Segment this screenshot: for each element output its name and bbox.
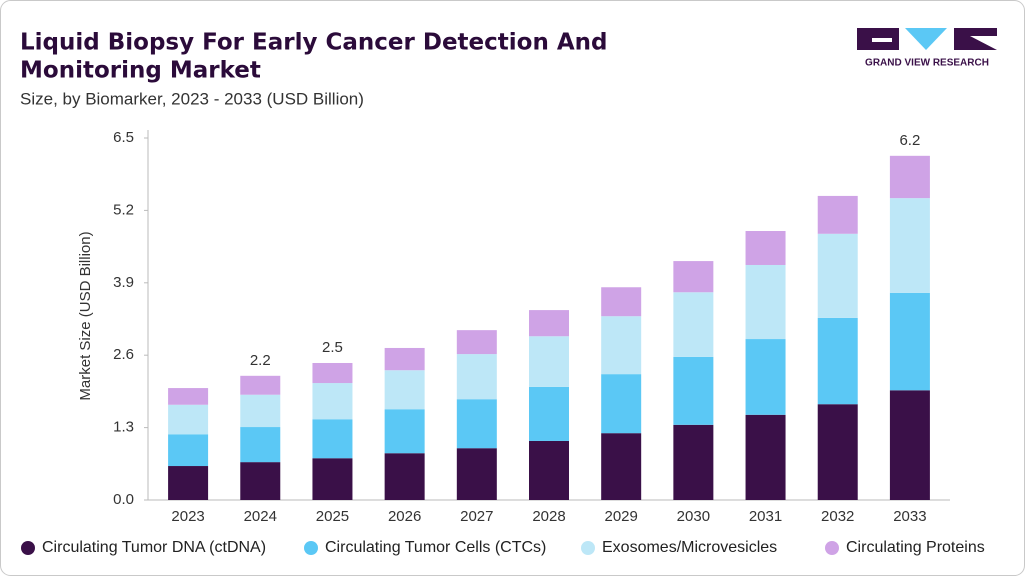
bar-segment <box>673 292 714 357</box>
bar-segment <box>601 374 642 434</box>
legend-swatch <box>825 541 839 555</box>
total-label: 6.2 <box>899 132 920 149</box>
bar-segment <box>240 462 281 500</box>
bar-segment <box>384 347 425 371</box>
bar-segment <box>529 310 569 337</box>
bar-segment <box>312 419 353 459</box>
y-tick-label: 6.5 <box>113 129 134 146</box>
legend-label: Exosomes/Microvesicles <box>602 539 777 556</box>
x-tick-label: 2026 <box>388 508 421 525</box>
bar-segment <box>384 409 425 454</box>
x-tick-label: 2029 <box>604 508 637 525</box>
bar-segment <box>601 433 642 500</box>
bar-segment <box>456 330 497 355</box>
y-axis-label: Market Size (USD Billion) <box>77 231 94 400</box>
x-tick-label: 2028 <box>532 508 565 525</box>
bar-segment <box>456 448 497 500</box>
legend-swatch <box>581 541 595 555</box>
bar-segment <box>673 356 714 425</box>
bar-segment <box>240 394 281 428</box>
bar-segment <box>817 404 858 500</box>
total-label: 2.2 <box>250 352 271 369</box>
bar-segment <box>817 233 858 318</box>
bar-segment <box>745 339 786 415</box>
x-tick-label: 2025 <box>316 508 349 525</box>
legend-swatch <box>304 541 318 555</box>
bar-segment <box>240 427 281 463</box>
bar-segment <box>529 336 569 387</box>
bar-segment <box>673 261 714 293</box>
chart-title: Liquid Biopsy For Early Cancer Detection… <box>20 30 607 56</box>
bar-segment <box>384 453 425 500</box>
x-tick-label: 2023 <box>171 508 204 525</box>
logo: GRAND VIEW RESEARCH <box>857 28 997 69</box>
x-tick-label: 2032 <box>821 508 854 525</box>
bar-segment <box>745 414 786 500</box>
bar-segment <box>168 404 209 435</box>
y-tick-label: 1.3 <box>113 419 134 436</box>
x-tick-label: 2033 <box>893 508 926 525</box>
bar-segment <box>456 399 497 449</box>
bar-segment <box>529 386 569 441</box>
x-tick-label: 2031 <box>749 508 782 525</box>
bar-segment <box>889 155 930 199</box>
bar-segment <box>817 195 858 234</box>
bar-segment <box>240 375 281 395</box>
bar-segment <box>312 383 353 420</box>
bar-segment <box>745 264 786 340</box>
legend-label: Circulating Tumor DNA (ctDNA) <box>42 539 266 556</box>
x-tick-label: 2024 <box>244 508 277 525</box>
y-tick-label: 2.6 <box>113 346 134 363</box>
bar-segment <box>456 354 497 400</box>
legend-label: Circulating Tumor Cells (CTCs) <box>325 539 546 556</box>
legend-label: Circulating Proteins <box>846 539 985 556</box>
total-label: 2.5 <box>322 339 343 356</box>
bar-segment <box>889 390 930 500</box>
bar-segment <box>168 434 209 467</box>
bar-segment <box>673 424 714 500</box>
bar-segment <box>529 440 569 500</box>
bar-segment <box>745 231 786 265</box>
y-tick-label: 5.2 <box>113 201 134 218</box>
brand: GRAND VIEW RESEARCH <box>865 58 989 69</box>
bar-segment <box>168 388 209 405</box>
bar-segment <box>384 370 425 410</box>
bar-segment <box>889 198 930 293</box>
bar-segment <box>817 317 858 405</box>
bar-segment <box>889 292 930 391</box>
bar-segment <box>601 287 642 317</box>
bar-segment <box>601 316 642 375</box>
chart-title: Monitoring Market <box>20 58 261 84</box>
y-tick-label: 3.9 <box>113 274 134 291</box>
bar-segment <box>312 362 353 384</box>
x-tick-label: 2027 <box>460 508 493 525</box>
y-tick-label: 0.0 <box>113 491 134 508</box>
x-tick-label: 2030 <box>677 508 710 525</box>
legend-swatch <box>21 541 35 555</box>
chart-subtitle: Size, by Biomarker, 2023 - 2033 (USD Bil… <box>20 89 364 108</box>
bar-segment <box>312 458 353 500</box>
bar-segment <box>168 466 209 500</box>
